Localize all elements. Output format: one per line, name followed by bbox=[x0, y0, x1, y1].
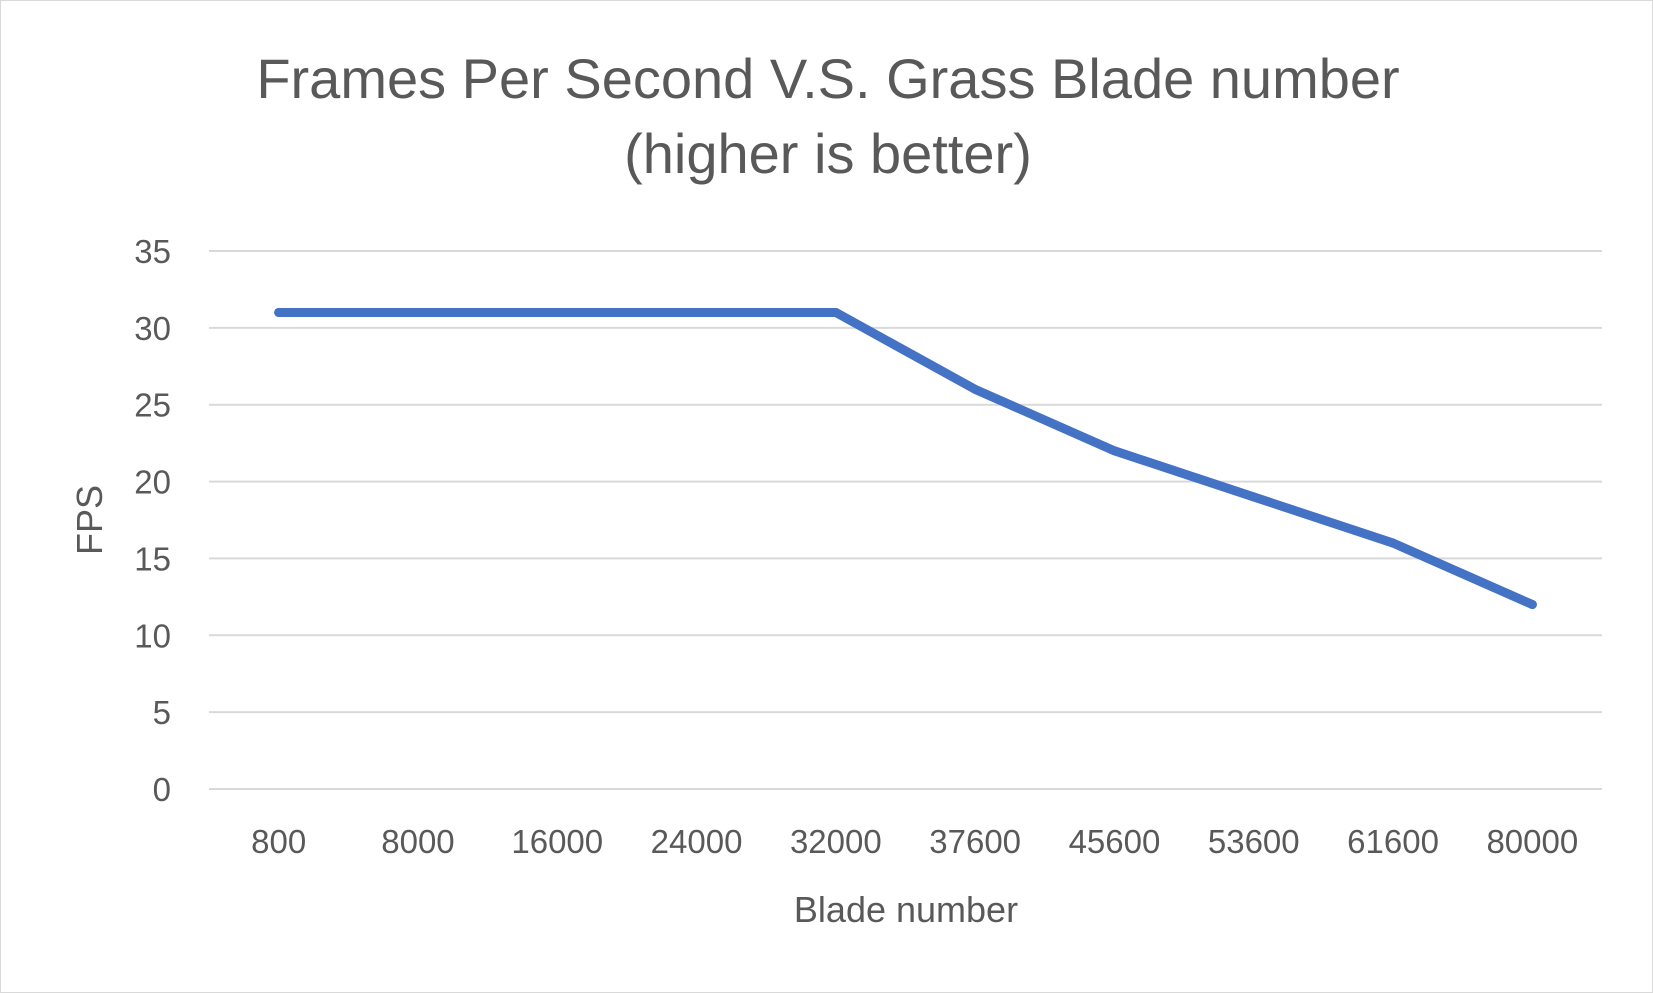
y-tick-label: 20 bbox=[134, 464, 171, 501]
y-axis-ticks: 0 5 10 15 20 25 30 35 bbox=[134, 233, 171, 808]
x-tick-label: 8000 bbox=[381, 823, 454, 860]
data-point-8000 bbox=[413, 307, 423, 317]
data-point-80000 bbox=[1527, 600, 1537, 610]
data-point-24000 bbox=[692, 307, 702, 317]
data-point-61600 bbox=[1388, 538, 1398, 548]
y-tick-label: 35 bbox=[134, 233, 171, 270]
series-layer bbox=[274, 307, 1537, 610]
x-tick-label: 37600 bbox=[929, 823, 1021, 860]
data-point-32000 bbox=[831, 307, 841, 317]
chart-subtitle: (higher is better) bbox=[624, 122, 1032, 185]
chart-title: Frames Per Second V.S. Grass Blade numbe… bbox=[256, 47, 1399, 110]
y-tick-label: 0 bbox=[153, 771, 171, 808]
data-point-800 bbox=[274, 307, 284, 317]
x-tick-label: 80000 bbox=[1486, 823, 1578, 860]
x-tick-label: 800 bbox=[251, 823, 306, 860]
x-tick-label: 24000 bbox=[651, 823, 743, 860]
y-tick-label: 25 bbox=[134, 387, 171, 424]
x-tick-label: 16000 bbox=[511, 823, 603, 860]
x-tick-label: 32000 bbox=[790, 823, 882, 860]
x-tick-label: 45600 bbox=[1069, 823, 1161, 860]
y-axis-title: FPS bbox=[69, 485, 110, 555]
data-point-16000 bbox=[552, 307, 562, 317]
data-point-37600 bbox=[970, 384, 980, 394]
x-tick-label: 61600 bbox=[1347, 823, 1439, 860]
series-line-0 bbox=[274, 307, 1537, 610]
x-axis-title: Blade number bbox=[794, 889, 1018, 930]
y-tick-label: 10 bbox=[134, 617, 171, 654]
x-tick-label: 53600 bbox=[1208, 823, 1300, 860]
gridlines bbox=[209, 250, 1602, 790]
y-tick-label: 5 bbox=[153, 694, 171, 731]
x-axis-ticks: 800 8000 16000 24000 32000 37600 45600 53600 616… bbox=[251, 823, 1578, 860]
y-tick-label: 15 bbox=[134, 540, 171, 577]
y-tick-label: 30 bbox=[134, 310, 171, 347]
data-point-53600 bbox=[1249, 492, 1259, 502]
data-point-45600 bbox=[1109, 446, 1119, 456]
